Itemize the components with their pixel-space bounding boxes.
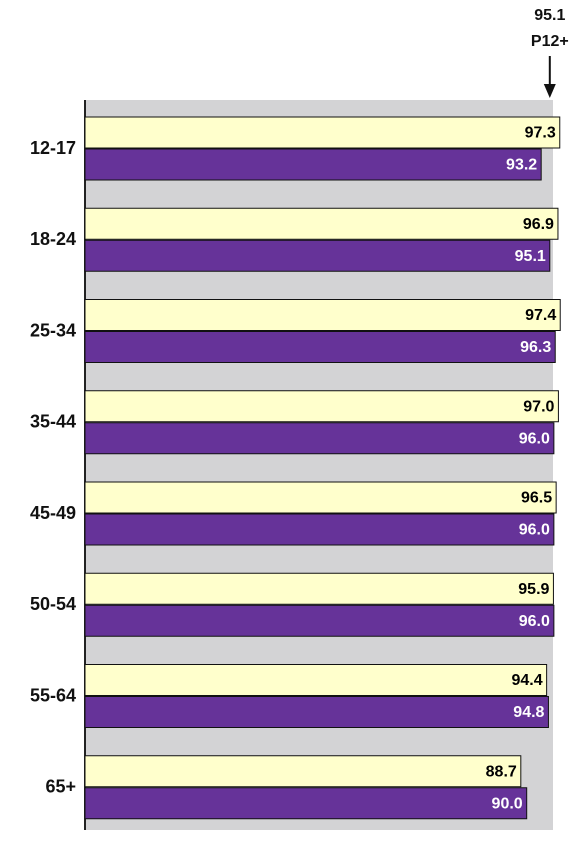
value-label: 96.0	[519, 430, 550, 447]
value-label: 93.2	[506, 157, 537, 174]
bar	[84, 787, 528, 820]
value-label: 97.3	[525, 125, 556, 142]
bar	[84, 664, 548, 696]
value-label: 97.0	[523, 398, 554, 415]
bar	[84, 513, 555, 546]
y-tick-label: 65+	[45, 777, 76, 797]
value-label: 96.9	[523, 216, 554, 233]
value-label: 97.4	[525, 307, 556, 324]
bar	[84, 299, 561, 331]
bar	[84, 390, 559, 423]
value-label: 96.0	[519, 613, 550, 630]
y-tick-label: 35-44	[30, 412, 76, 432]
bar	[84, 116, 561, 149]
y-tick-label: 55-64	[30, 685, 76, 705]
bar	[84, 572, 554, 605]
value-label: 95.1	[515, 248, 546, 265]
reference-arrowhead	[543, 84, 556, 98]
bar	[84, 604, 555, 637]
value-label: 95.9	[518, 581, 549, 598]
y-tick-label: 12-17	[30, 138, 76, 158]
value-label: 94.4	[511, 672, 542, 689]
y-tick-label: 50-54	[30, 594, 76, 614]
y-tick-label: 18-24	[30, 229, 76, 249]
value-label: 90.0	[492, 795, 523, 812]
bar	[84, 755, 522, 788]
bar	[84, 481, 557, 514]
bar	[84, 331, 556, 363]
bar	[84, 148, 542, 181]
reference-label: P12+	[531, 33, 569, 50]
y-tick-label: 25-34	[30, 320, 76, 340]
bar	[84, 207, 559, 240]
bar	[84, 696, 549, 728]
bar	[84, 239, 551, 272]
bar	[84, 422, 555, 455]
value-label: 96.5	[521, 490, 552, 507]
value-label: 94.8	[513, 704, 544, 721]
y-tick-label: 45-49	[30, 503, 76, 523]
value-label: 96.0	[519, 522, 550, 539]
value-label: 96.3	[520, 339, 551, 356]
reference-value: 95.1	[534, 7, 565, 24]
value-label: 88.7	[486, 763, 517, 780]
